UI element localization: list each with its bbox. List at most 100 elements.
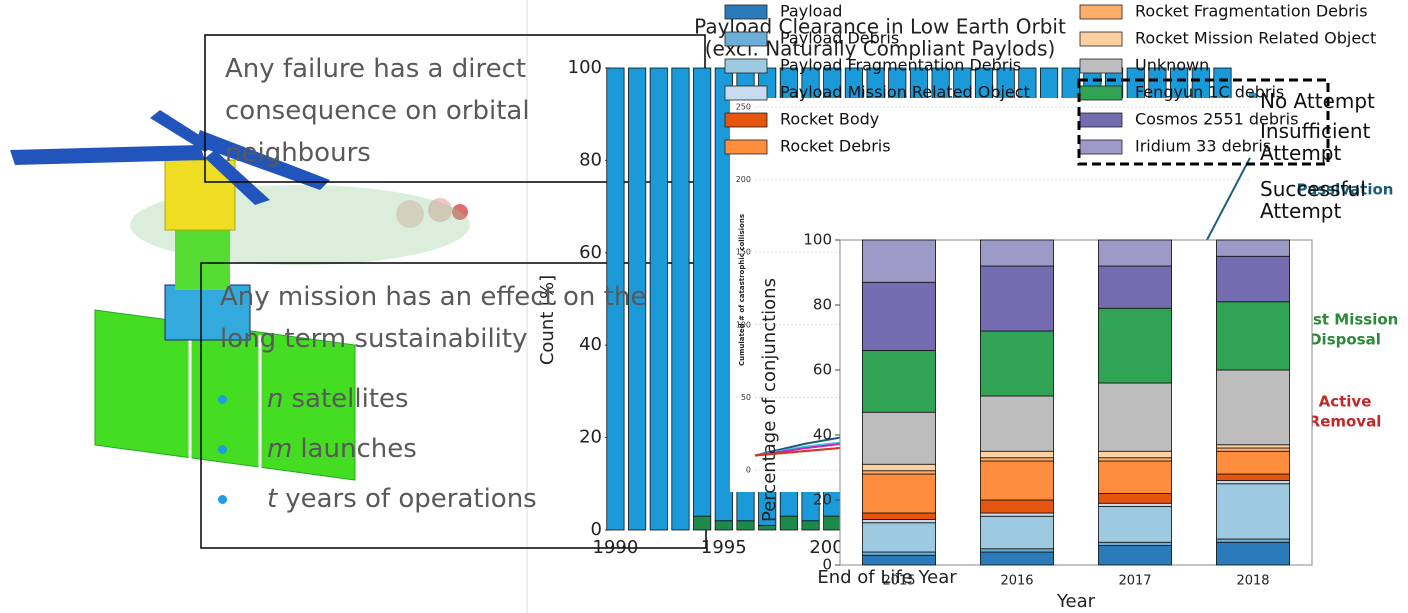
bar-segment — [737, 521, 754, 530]
bar-segment — [715, 68, 732, 521]
y-tick-label: 100 — [803, 231, 832, 249]
annotation: Disposal — [1309, 331, 1381, 349]
slide: 020406080100199019952000200520102015Coun… — [0, 0, 1408, 613]
bar-segment — [980, 396, 1053, 451]
bar-segment — [980, 461, 1053, 500]
bar-segment — [862, 471, 935, 474]
y-axis-title: Cumulated # of catastrophic collisions — [738, 214, 746, 366]
bullet-text: years of operations — [285, 484, 537, 514]
bar-segment — [759, 525, 776, 530]
slide-graphics: 020406080100199019952000200520102015Coun… — [0, 0, 1408, 613]
bar-segment — [980, 266, 1053, 331]
annotation: Active — [1319, 393, 1372, 411]
bar-segment — [980, 458, 1053, 461]
bar-segment — [862, 520, 935, 523]
bar-segment — [693, 516, 710, 530]
bar-segment — [862, 513, 935, 520]
bar-segment — [862, 464, 935, 471]
bar-segment — [1098, 458, 1171, 461]
bar-segment — [1098, 240, 1171, 266]
bar-segment — [1098, 507, 1171, 543]
bar-segment — [862, 523, 935, 552]
legend-label: Rocket Debris — [780, 137, 891, 156]
bullet-text: launches — [300, 434, 416, 464]
bar-segment — [802, 521, 819, 530]
legend-label: Payload Debris — [780, 29, 899, 48]
legend-swatch — [725, 86, 767, 100]
y-tick-label: 200 — [736, 175, 751, 184]
legend-label: Rocket Fragmentation Debris — [1135, 2, 1368, 21]
bar-segment — [1216, 448, 1289, 451]
bar-segment — [1098, 494, 1171, 504]
bullet-dot — [218, 395, 227, 404]
legend-swatch — [725, 32, 767, 46]
legend-label: Payload — [780, 2, 842, 21]
bar-segment — [1098, 266, 1171, 308]
bar-segment — [980, 240, 1053, 266]
y-tick-label: 60 — [579, 242, 602, 263]
x-tick-label: 2018 — [1236, 574, 1269, 589]
bar-segment — [980, 552, 1053, 565]
bar-segment — [715, 521, 732, 530]
bar-segment — [1098, 542, 1171, 545]
bar-segment — [693, 68, 710, 516]
legend-swatch — [1080, 86, 1122, 100]
x-tick-label: 1990 — [593, 537, 639, 558]
legend-label: No Attempt — [1260, 90, 1408, 112]
y-axis-title: Percentage of conjunctions — [759, 278, 780, 522]
bar-segment — [1216, 445, 1289, 448]
bar-segment — [862, 412, 935, 464]
bar-segment — [1216, 370, 1289, 445]
bar-segment — [980, 549, 1053, 552]
bar-segment — [1216, 256, 1289, 302]
bar-segment — [862, 552, 935, 555]
bar-segment — [1216, 302, 1289, 370]
x-tick-label: 2016 — [1000, 574, 1033, 589]
y-tick-label: 50 — [741, 393, 751, 402]
bullet-dot — [218, 495, 227, 504]
x-tick-label: 2017 — [1118, 574, 1151, 589]
bar-segment — [980, 331, 1053, 396]
bar-segment — [1098, 383, 1171, 451]
y-tick-label: 0 — [822, 556, 832, 574]
bar-segment — [980, 513, 1053, 516]
bar-segment — [780, 516, 797, 530]
bar-segment — [980, 516, 1053, 549]
y-tick-label: 0 — [746, 466, 751, 475]
x-tick-label: 2015 — [882, 574, 915, 589]
y-tick-label: 250 — [736, 103, 751, 112]
legend-swatch — [1080, 32, 1122, 46]
legend-label: Insufficient Attempt — [1260, 120, 1408, 164]
legend-swatch — [725, 140, 767, 154]
y-tick-label: 60 — [813, 361, 832, 379]
y-tick-label: 20 — [579, 427, 602, 448]
x-tick-label: 1995 — [701, 537, 747, 558]
bullet-variable: n — [267, 384, 283, 414]
legend-swatch — [1080, 5, 1122, 19]
bar-segment — [1216, 539, 1289, 542]
bar-segment — [824, 516, 841, 530]
bar-segment — [980, 500, 1053, 513]
bar-segment — [862, 240, 935, 282]
legend-swatch — [725, 59, 767, 73]
bar-segment — [862, 282, 935, 350]
bar-segment — [1216, 484, 1289, 539]
legend-swatch — [1080, 113, 1122, 127]
text-mission: Any mission has an effect on the long te… — [220, 276, 690, 360]
legend-label: Unknown — [1135, 56, 1209, 75]
bar-segment — [1216, 481, 1289, 484]
bullet-dot — [218, 445, 227, 454]
legend-label: Successful Attempt — [1260, 178, 1408, 222]
bar-segment — [1098, 308, 1171, 383]
bar-segment — [1216, 542, 1289, 565]
annotation: Removal — [1309, 413, 1382, 431]
bullet-text: satellites — [291, 384, 408, 414]
legend-swatch — [1080, 59, 1122, 73]
legend-label: Payload Fragmentation Debris — [780, 56, 1021, 75]
legend-label: Payload Mission Related Object — [780, 83, 1030, 102]
bar-segment — [1098, 503, 1171, 506]
y-tick-label: 40 — [813, 426, 832, 444]
bar-segment — [1098, 461, 1171, 494]
bar-segment — [980, 451, 1053, 458]
